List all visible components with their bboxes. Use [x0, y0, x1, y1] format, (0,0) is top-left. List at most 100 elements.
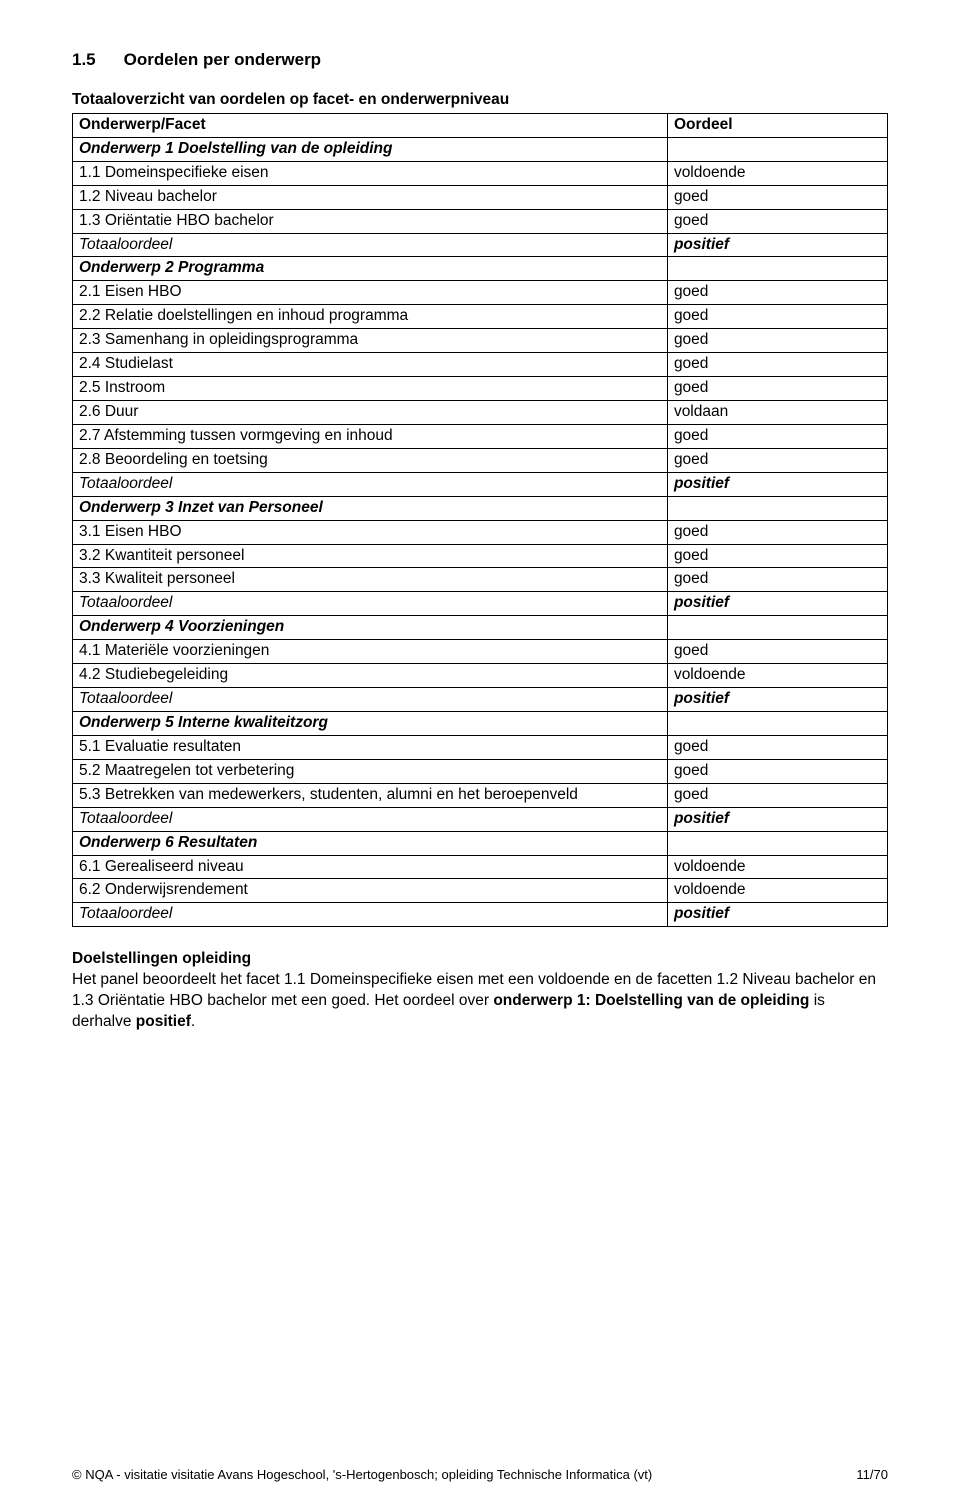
cell-oordeel: goed: [667, 185, 887, 209]
cell-oordeel: goed: [667, 353, 887, 377]
cell-onderwerp: Onderwerp 1 Doelstelling van de opleidin…: [73, 137, 668, 161]
page-footer: © NQA - visitatie visitatie Avans Hogesc…: [72, 1467, 888, 1482]
table-row: Totaaloordeelpositief: [73, 807, 888, 831]
cell-oordeel: [667, 137, 887, 161]
cell-oordeel: voldoende: [667, 879, 887, 903]
footer-page-number: 11/70: [856, 1467, 888, 1482]
cell-oordeel: goed: [667, 759, 887, 783]
table-row: 4.1 Materiële voorzieningengoed: [73, 640, 888, 664]
header-cell-onderwerp: Onderwerp/Facet: [73, 113, 668, 137]
table-row: 2.8 Beoordeling en toetsinggoed: [73, 448, 888, 472]
table-row: 3.2 Kwantiteit personeelgoed: [73, 544, 888, 568]
table-row: 1.3 Oriëntatie HBO bachelorgoed: [73, 209, 888, 233]
cell-onderwerp: 3.2 Kwantiteit personeel: [73, 544, 668, 568]
table-row: 4.2 Studiebegeleidingvoldoende: [73, 664, 888, 688]
oordelen-table: Onderwerp/Facet Oordeel Onderwerp 1 Doel…: [72, 113, 888, 927]
table-row: 2.3 Samenhang in opleidingsprogrammagoed: [73, 329, 888, 353]
table-row: 5.1 Evaluatie resultatengoed: [73, 735, 888, 759]
cell-onderwerp: 3.1 Eisen HBO: [73, 520, 668, 544]
section-title: Oordelen per onderwerp: [124, 50, 321, 69]
cell-onderwerp: 2.4 Studielast: [73, 353, 668, 377]
cell-oordeel: goed: [667, 735, 887, 759]
table-row: 1.2 Niveau bachelorgoed: [73, 185, 888, 209]
table-row: 2.7 Afstemming tussen vormgeving en inho…: [73, 424, 888, 448]
cell-onderwerp: 1.1 Domeinspecifieke eisen: [73, 161, 668, 185]
cell-oordeel: goed: [667, 520, 887, 544]
cell-oordeel: goed: [667, 640, 887, 664]
cell-oordeel: goed: [667, 305, 887, 329]
cell-onderwerp: 1.3 Oriëntatie HBO bachelor: [73, 209, 668, 233]
body-paragraph: Het panel beoordeelt het facet 1.1 Domei…: [72, 970, 888, 1033]
table-row: Totaaloordeelpositief: [73, 688, 888, 712]
cell-oordeel: voldoende: [667, 855, 887, 879]
cell-onderwerp: 3.3 Kwaliteit personeel: [73, 568, 668, 592]
cell-oordeel: voldaan: [667, 400, 887, 424]
body-heading: Doelstellingen opleiding: [72, 949, 888, 970]
cell-oordeel: [667, 616, 887, 640]
cell-oordeel: positief: [667, 233, 887, 257]
cell-onderwerp: 6.1 Gerealiseerd niveau: [73, 855, 668, 879]
table-row: Totaaloordeelpositief: [73, 903, 888, 927]
table-row: Onderwerp 5 Interne kwaliteitzorg: [73, 711, 888, 735]
table-row: Totaaloordeelpositief: [73, 592, 888, 616]
body-block: Doelstellingen opleiding Het panel beoor…: [72, 949, 888, 1033]
table-row: 6.2 Onderwijsrendementvoldoende: [73, 879, 888, 903]
cell-onderwerp: 2.6 Duur: [73, 400, 668, 424]
cell-onderwerp: Totaaloordeel: [73, 688, 668, 712]
cell-oordeel: goed: [667, 448, 887, 472]
cell-onderwerp: Totaaloordeel: [73, 903, 668, 927]
cell-oordeel: [667, 496, 887, 520]
cell-onderwerp: 6.2 Onderwijsrendement: [73, 879, 668, 903]
table-row: 2.4 Studielastgoed: [73, 353, 888, 377]
cell-onderwerp: 5.1 Evaluatie resultaten: [73, 735, 668, 759]
section-number: 1.5: [72, 50, 96, 70]
table-row: Onderwerp 6 Resultaten: [73, 831, 888, 855]
cell-onderwerp: Onderwerp 4 Voorzieningen: [73, 616, 668, 640]
table-row: Onderwerp 4 Voorzieningen: [73, 616, 888, 640]
cell-onderwerp: 2.7 Afstemming tussen vormgeving en inho…: [73, 424, 668, 448]
cell-oordeel: [667, 831, 887, 855]
cell-onderwerp: 2.1 Eisen HBO: [73, 281, 668, 305]
table-row: 5.3 Betrekken van medewerkers, studenten…: [73, 783, 888, 807]
cell-oordeel: [667, 257, 887, 281]
table-row: Totaaloordeelpositief: [73, 472, 888, 496]
cell-onderwerp: Totaaloordeel: [73, 233, 668, 257]
cell-oordeel: positief: [667, 688, 887, 712]
cell-oordeel: voldoende: [667, 161, 887, 185]
cell-onderwerp: 5.2 Maatregelen tot verbetering: [73, 759, 668, 783]
paragraph-piece: onderwerp 1: Doelstelling van de opleidi…: [493, 992, 809, 1009]
cell-oordeel: voldoende: [667, 664, 887, 688]
cell-oordeel: goed: [667, 424, 887, 448]
cell-onderwerp: 2.3 Samenhang in opleidingsprogramma: [73, 329, 668, 353]
paragraph-piece: positief: [136, 1013, 191, 1030]
cell-oordeel: goed: [667, 544, 887, 568]
table-row: 3.1 Eisen HBOgoed: [73, 520, 888, 544]
cell-onderwerp: Totaaloordeel: [73, 807, 668, 831]
table-header-row: Onderwerp/Facet Oordeel: [73, 113, 888, 137]
footer-left: © NQA - visitatie visitatie Avans Hogesc…: [72, 1467, 652, 1482]
table-row: 2.5 Instroomgoed: [73, 377, 888, 401]
section-heading: 1.5 Oordelen per onderwerp: [72, 50, 888, 70]
table-row: Onderwerp 3 Inzet van Personeel: [73, 496, 888, 520]
cell-onderwerp: 2.8 Beoordeling en toetsing: [73, 448, 668, 472]
cell-onderwerp: 1.2 Niveau bachelor: [73, 185, 668, 209]
paragraph-piece: .: [191, 1013, 195, 1030]
cell-oordeel: goed: [667, 209, 887, 233]
cell-onderwerp: Totaaloordeel: [73, 472, 668, 496]
cell-onderwerp: 4.1 Materiële voorzieningen: [73, 640, 668, 664]
cell-onderwerp: Onderwerp 6 Resultaten: [73, 831, 668, 855]
cell-onderwerp: 2.5 Instroom: [73, 377, 668, 401]
cell-onderwerp: Onderwerp 2 Programma: [73, 257, 668, 281]
cell-oordeel: goed: [667, 568, 887, 592]
cell-onderwerp: 4.2 Studiebegeleiding: [73, 664, 668, 688]
cell-oordeel: goed: [667, 377, 887, 401]
table-row: 5.2 Maatregelen tot verbeteringgoed: [73, 759, 888, 783]
cell-oordeel: goed: [667, 281, 887, 305]
table-row: 2.2 Relatie doelstellingen en inhoud pro…: [73, 305, 888, 329]
table-row: 2.1 Eisen HBOgoed: [73, 281, 888, 305]
cell-oordeel: positief: [667, 592, 887, 616]
table-row: 6.1 Gerealiseerd niveauvoldoende: [73, 855, 888, 879]
table-caption: Totaaloverzicht van oordelen op facet- e…: [72, 90, 888, 111]
table-body: Onderwerp/Facet Oordeel Onderwerp 1 Doel…: [73, 113, 888, 926]
cell-onderwerp: Onderwerp 3 Inzet van Personeel: [73, 496, 668, 520]
